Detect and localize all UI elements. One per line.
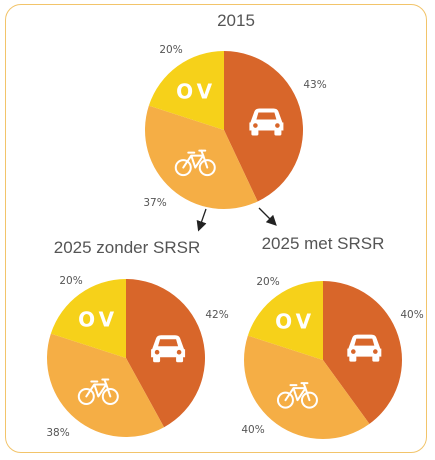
pie-slice-label-auto: 43% [303,79,326,91]
bicycle-icon [276,382,318,409]
arrow-to-zonder-srsr [196,208,207,232]
car-icon [347,334,382,362]
pie-slice-label-ov: 20% [59,275,82,287]
bicycle-icon [174,149,216,177]
chart-title-2025-met-srsr: 2025 met SRSR [262,234,385,253]
pie-slice-fiets [243,335,370,440]
pie-slice-ov [148,51,224,130]
slice-text-ov: OV [275,310,315,334]
pie-2025-zonder-srsr: 42% 38% OV 20% [46,275,228,439]
pie-slice-label-fiets: 37% [143,197,166,209]
car-icon [249,108,284,136]
pie-slice-label-auto: 42% [205,309,228,321]
pie-slice-label-fiets: 40% [241,424,264,436]
slice-text-ov: OV [78,308,118,332]
chart-title-2015: 2015 [217,11,255,30]
pie-slice-label-auto: 40% [400,309,423,321]
pie-slice-label-ov: 20% [256,276,279,288]
slice-text-ov: OV [176,80,216,104]
pie-slice-label-ov: 20% [159,44,182,56]
pie-slice-ov [247,281,323,360]
chart-title-2025-zonder-srsr: 2025 zonder SRSR [54,238,200,257]
pie-2015: 43% 37% OV 20% [143,44,327,209]
car-icon [151,335,186,363]
pie-slice-ov [50,279,127,358]
pie-2025-met-srsr: 40% 40% OV 20% [241,276,424,440]
bicycle-icon [77,378,119,405]
arrow-to-met-srsr [258,207,277,226]
chart-frame [5,4,427,453]
pie-slice-label-fiets: 38% [46,427,69,439]
